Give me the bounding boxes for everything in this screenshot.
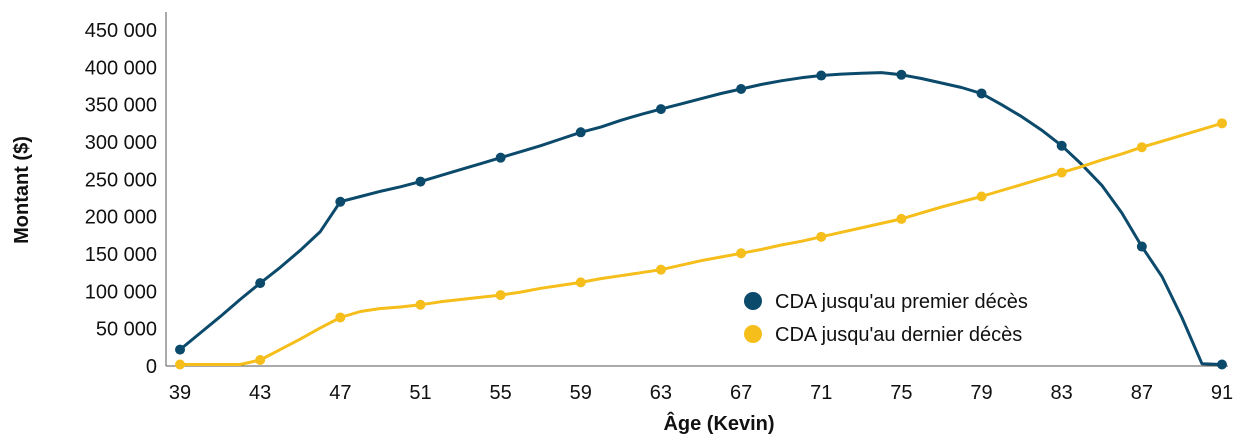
- x-axis-ticks: 39 43 47 51 55 59 63 67 71 75 79 83 87 91: [169, 382, 1233, 404]
- legend-label-last-death: CDA jusqu'au dernier décès: [775, 324, 1022, 346]
- data-point-last-death: [896, 213, 907, 224]
- x-tick-label: 83: [1051, 382, 1073, 404]
- series-line-last-death: [178, 121, 1224, 366]
- y-tick-label: 150 000: [85, 244, 157, 266]
- data-point-first-death: [415, 176, 426, 187]
- data-point-last-death: [816, 231, 827, 242]
- legend-marker-last-death: [744, 325, 762, 343]
- legend-item-first-death: CDA jusqu'au premier décès: [744, 291, 1028, 313]
- y-tick-label: 250 000: [85, 169, 157, 191]
- x-tick-label: 51: [409, 382, 431, 404]
- data-point-first-death: [1056, 140, 1067, 151]
- x-tick-label: 47: [329, 382, 351, 404]
- x-tick-label: 71: [810, 382, 832, 404]
- data-point-last-death: [415, 299, 426, 310]
- y-tick-label: 300 000: [85, 132, 157, 154]
- data-point-first-death: [1216, 359, 1227, 370]
- x-tick-label: 79: [970, 382, 992, 404]
- data-point-first-death: [575, 127, 586, 138]
- data-point-last-death: [736, 248, 747, 259]
- x-tick-label: 63: [650, 382, 672, 404]
- x-tick-label: 43: [249, 382, 271, 404]
- y-tick-label: 350 000: [85, 95, 157, 117]
- data-point-first-death: [736, 83, 747, 94]
- data-point-last-death: [495, 290, 506, 301]
- data-point-last-death: [335, 312, 346, 323]
- y-tick-label: 450 000: [85, 20, 157, 42]
- data-point-last-death: [1216, 118, 1227, 129]
- legend-label-first-death: CDA jusqu'au premier décès: [775, 291, 1028, 313]
- x-tick-label: 91: [1211, 382, 1233, 404]
- legend: CDA jusqu'au premier décès CDA jusqu'au …: [744, 291, 1028, 346]
- y-tick-label: 200 000: [85, 207, 157, 229]
- series-line-first-death: [178, 71, 1224, 366]
- data-point-last-death: [255, 355, 266, 366]
- x-tick-label: 75: [890, 382, 912, 404]
- data-point-last-death: [575, 277, 586, 288]
- data-point-last-death: [175, 359, 186, 370]
- x-tick-label: 39: [169, 382, 191, 404]
- data-point-last-death: [976, 191, 987, 202]
- series-layer: [175, 69, 1227, 370]
- y-tick-label: 50 000: [96, 319, 157, 341]
- data-point-last-death: [1056, 167, 1067, 178]
- legend-marker-first-death: [744, 292, 762, 310]
- x-tick-label: 67: [730, 382, 752, 404]
- y-tick-label: 100 000: [85, 281, 157, 303]
- data-point-first-death: [335, 196, 346, 207]
- data-point-first-death: [255, 278, 266, 289]
- data-point-first-death: [976, 88, 987, 99]
- data-point-last-death: [1136, 142, 1147, 153]
- data-point-first-death: [816, 70, 827, 81]
- data-point-first-death: [495, 152, 506, 163]
- x-tick-label: 87: [1131, 382, 1153, 404]
- data-point-first-death: [655, 104, 666, 115]
- y-axis-title: Montant ($): [11, 136, 33, 244]
- data-point-first-death: [1136, 241, 1147, 252]
- data-point-first-death: [896, 69, 907, 80]
- x-tick-label: 55: [490, 382, 512, 404]
- legend-item-last-death: CDA jusqu'au dernier décès: [744, 324, 1022, 346]
- y-tick-label: 0: [146, 356, 157, 378]
- data-point-last-death: [655, 264, 666, 275]
- y-tick-label: 400 000: [85, 57, 157, 79]
- y-axis-ticks: 0 50 000 100 000 150 000 200 000 250 000 300 0…: [85, 20, 157, 378]
- data-point-first-death: [175, 344, 186, 355]
- x-tick-label: 59: [570, 382, 592, 404]
- x-axis-title: Âge (Kevin): [663, 411, 774, 435]
